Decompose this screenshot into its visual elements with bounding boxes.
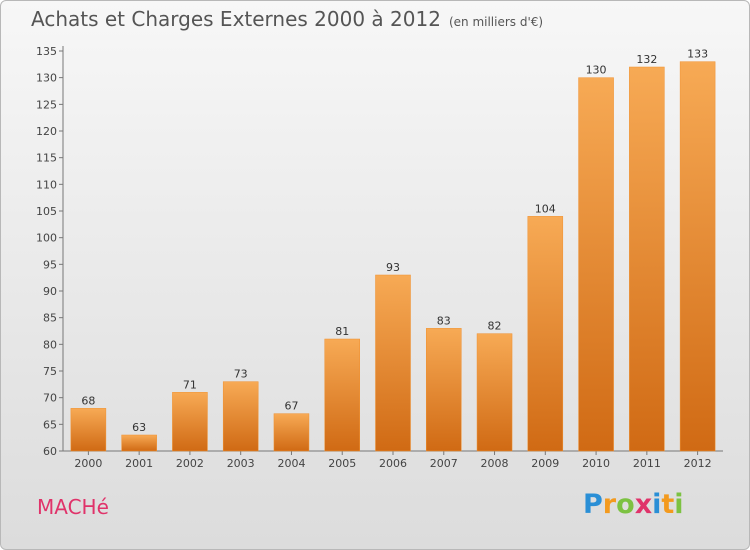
data-label: 68 — [81, 394, 95, 407]
x-tick-label: 2001 — [125, 457, 153, 470]
data-label: 81 — [335, 325, 349, 338]
x-tick-label: 2008 — [481, 457, 509, 470]
y-tick-label: 65 — [43, 418, 57, 431]
logo-letter: i — [652, 489, 662, 520]
y-tick-label: 80 — [43, 338, 57, 351]
x-tick-label: 2006 — [379, 457, 407, 470]
commune-name: MACHé — [37, 495, 109, 519]
y-tick-label: 130 — [36, 72, 57, 85]
logo-letter: P — [583, 489, 603, 520]
value-labels: 68 63 71 73 67 81 93 83 82 104 130 132 133 — [81, 48, 708, 434]
x-tick-label: 2007 — [430, 457, 458, 470]
y-tick-label: 70 — [43, 392, 57, 405]
bar-chart: 60 65 70 75 80 85 90 95 100 105 110 115 120 125 130 135… — [36, 45, 723, 470]
y-tick-label: 100 — [36, 232, 57, 245]
data-label: 93 — [386, 261, 400, 274]
axes: 60 65 70 75 80 85 90 95 100 105 110 115 120 125 130 135… — [36, 45, 723, 470]
chart-title: Achats et Charges Externes 2000 à 2012 (e… — [31, 7, 543, 31]
x-tick-label: 2002 — [176, 457, 204, 470]
y-tick-label: 60 — [43, 445, 57, 458]
data-label: 67 — [284, 400, 298, 413]
x-tick-label: 2003 — [227, 457, 255, 470]
x-tick-label: 2000 — [74, 457, 102, 470]
data-label: 63 — [132, 421, 146, 434]
data-label: 132 — [636, 53, 657, 66]
y-tick-label: 95 — [43, 258, 57, 271]
bar — [629, 66, 665, 452]
y-tick-label: 105 — [36, 205, 57, 218]
chart-subtitle: (en milliers d'€) — [448, 15, 544, 29]
y-tick-label: 110 — [36, 178, 57, 191]
bar — [70, 408, 107, 452]
bar — [426, 328, 462, 452]
bars — [70, 61, 716, 452]
x-tick-label: 2004 — [277, 457, 305, 470]
data-label: 130 — [586, 64, 607, 77]
data-label: 73 — [234, 368, 248, 381]
title-text: Achats et Charges Externes 2000 à 2012 — [31, 7, 441, 31]
bar — [679, 61, 716, 452]
logo-letter: r — [602, 489, 617, 520]
x-tick-label: 2009 — [531, 457, 559, 470]
y-tick-label: 120 — [36, 125, 57, 138]
data-label: 133 — [687, 48, 708, 61]
y-tick-label: 75 — [43, 365, 57, 378]
logo-letter: i — [674, 489, 684, 520]
y-tick-label: 85 — [43, 312, 57, 325]
y-tick-label: 90 — [43, 285, 57, 298]
y-tick-label: 115 — [36, 152, 57, 165]
x-tick-label: 2012 — [684, 457, 712, 470]
x-tick-label: 2010 — [582, 457, 610, 470]
proxiti-logo: Proxiti — [583, 489, 684, 520]
data-label: 104 — [535, 202, 556, 215]
bar — [324, 338, 360, 452]
y-tick-label: 135 — [36, 45, 57, 58]
bar — [527, 216, 564, 452]
x-tick-label: 2005 — [328, 457, 356, 470]
x-tick-label: 2011 — [633, 457, 661, 470]
bar — [121, 434, 157, 452]
data-label: 71 — [183, 378, 197, 391]
bar — [172, 392, 208, 452]
bar — [476, 333, 513, 452]
y-tick-label: 125 — [36, 98, 57, 111]
bar — [375, 274, 411, 452]
bar — [222, 381, 259, 452]
logo-letter: t — [661, 489, 675, 520]
data-label: 83 — [437, 314, 451, 327]
logo-letter: o — [616, 489, 635, 520]
bar — [578, 77, 614, 452]
bar — [273, 413, 310, 452]
data-label: 82 — [488, 320, 502, 333]
logo-letter: x — [634, 489, 653, 520]
